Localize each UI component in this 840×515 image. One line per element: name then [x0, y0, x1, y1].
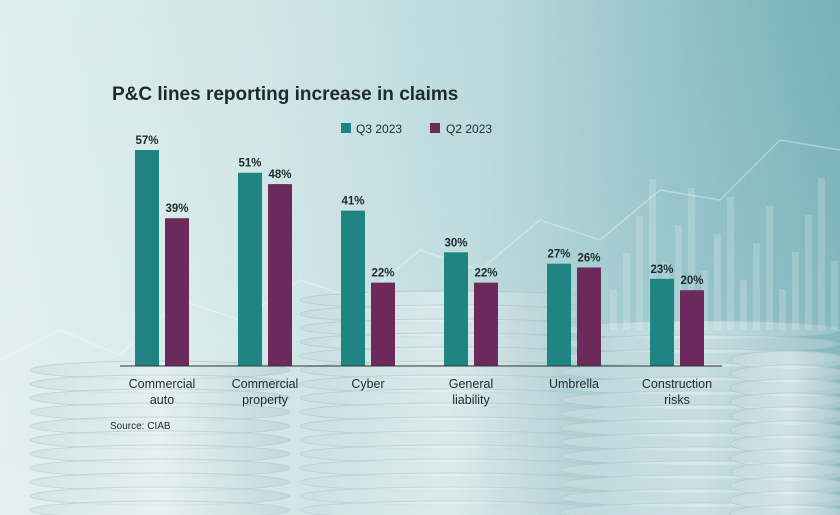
bar-q2-1 — [268, 184, 292, 366]
legend-item-q2: Q2 2023 — [430, 122, 492, 136]
bars-group: 57% 39% 51% 48% 41% 22% 30% 22% 27% 26% 23% 20% — [135, 135, 704, 366]
data-label-q2-4: 26% — [577, 252, 600, 264]
legend: Q3 2023 Q2 2023 — [341, 122, 492, 136]
bar-q3-0 — [135, 150, 159, 366]
data-label-q3-4: 27% — [547, 249, 570, 261]
legend-label-q3: Q3 2023 — [356, 122, 402, 136]
data-label-q2-1: 48% — [268, 169, 291, 181]
bar-q3-3 — [444, 252, 468, 366]
legend-label-q2: Q2 2023 — [446, 122, 492, 136]
data-label-q3-3: 30% — [444, 237, 467, 249]
category-labels: Commercial auto Commercial property Cyber Gen… — [129, 377, 712, 407]
legend-swatch-q3 — [341, 123, 351, 133]
bar-q3-1 — [238, 172, 262, 366]
bar-q2-4 — [577, 267, 601, 366]
legend-swatch-q2 — [430, 123, 440, 133]
legend-item-q3: Q3 2023 — [341, 122, 402, 136]
data-label-q3-2: 41% — [341, 196, 364, 208]
chart-title: P&C lines reporting increase in claims — [112, 84, 458, 105]
bar-q2-0 — [165, 218, 189, 366]
bar-q3-5 — [650, 278, 674, 366]
data-label-q3-0: 57% — [135, 135, 158, 147]
bar-q3-4 — [547, 263, 571, 366]
data-label-q2-0: 39% — [165, 203, 188, 215]
category-label-5: Construction risks — [642, 377, 712, 407]
data-label-q3-1: 51% — [238, 158, 261, 170]
category-label-3: General liability — [449, 377, 493, 407]
data-label-q3-5: 23% — [650, 264, 673, 276]
data-label-q2-3: 22% — [474, 268, 497, 280]
category-label-4: Umbrella — [549, 377, 599, 391]
category-label-2: Cyber — [351, 377, 384, 391]
data-label-q2-2: 22% — [371, 268, 394, 280]
bar-q2-3 — [474, 282, 498, 366]
category-label-1: Commercial property — [232, 377, 299, 407]
category-label-0: Commercial auto — [129, 377, 196, 407]
bar-q2-2 — [371, 282, 395, 366]
data-label-q2-5: 20% — [680, 275, 703, 287]
bar-q3-2 — [341, 210, 365, 366]
bar-q2-5 — [680, 290, 704, 366]
source-note: Source: CIAB — [110, 421, 171, 432]
